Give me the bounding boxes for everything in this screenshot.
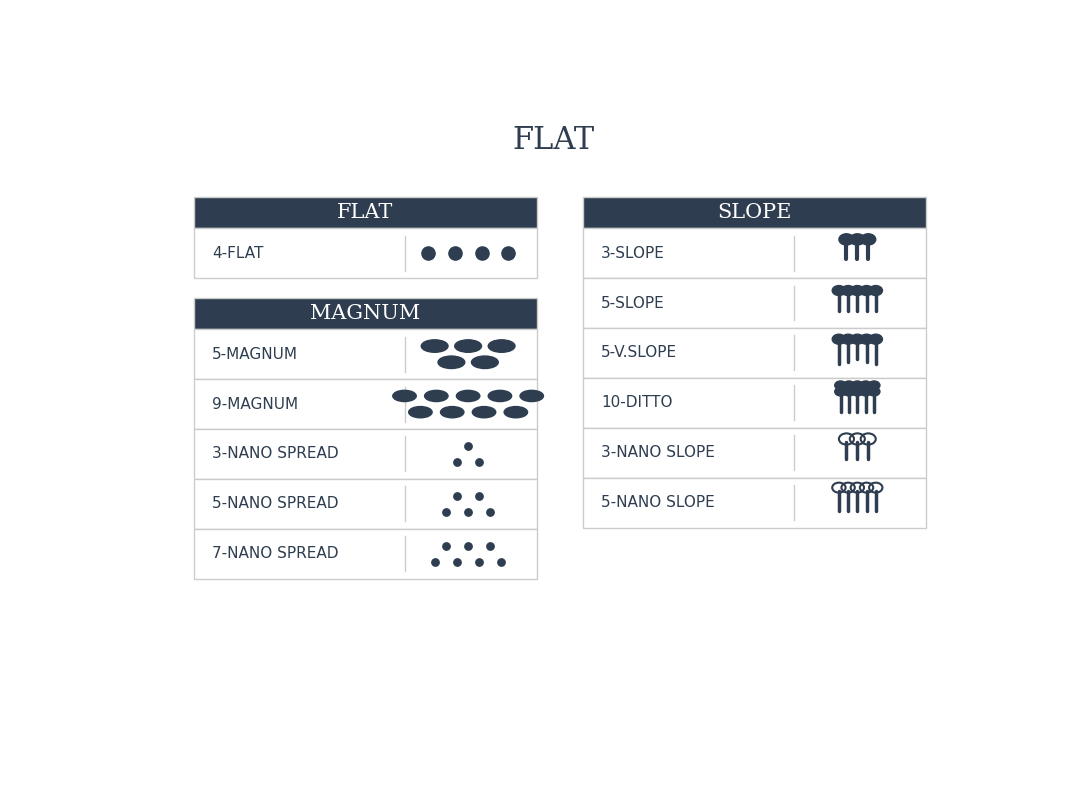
Point — [471, 455, 488, 468]
FancyBboxPatch shape — [193, 429, 537, 479]
Ellipse shape — [455, 340, 482, 352]
Circle shape — [868, 387, 880, 396]
Ellipse shape — [408, 407, 432, 418]
Text: 5-V.SLOPE: 5-V.SLOPE — [602, 345, 677, 360]
FancyBboxPatch shape — [583, 377, 926, 428]
Point — [437, 539, 455, 552]
Circle shape — [851, 381, 863, 390]
Circle shape — [851, 387, 863, 396]
Circle shape — [860, 381, 872, 390]
Circle shape — [841, 286, 855, 296]
Ellipse shape — [393, 390, 416, 402]
Text: 5-SLOPE: 5-SLOPE — [602, 296, 665, 310]
FancyBboxPatch shape — [193, 228, 537, 278]
Text: MAGNUM: MAGNUM — [310, 304, 420, 323]
Circle shape — [860, 387, 872, 396]
Circle shape — [860, 335, 874, 344]
Point — [448, 455, 465, 468]
Point — [482, 505, 499, 518]
Point — [459, 439, 476, 452]
Point — [459, 505, 476, 518]
FancyBboxPatch shape — [583, 428, 926, 478]
FancyBboxPatch shape — [193, 298, 537, 329]
Circle shape — [835, 381, 847, 390]
Ellipse shape — [438, 356, 464, 369]
Ellipse shape — [457, 390, 480, 402]
Point — [448, 556, 465, 569]
Circle shape — [869, 335, 882, 344]
Ellipse shape — [488, 340, 515, 352]
Circle shape — [835, 387, 847, 396]
Text: 5-MAGNUM: 5-MAGNUM — [212, 347, 298, 361]
Text: 4-FLAT: 4-FLAT — [212, 245, 264, 261]
FancyBboxPatch shape — [193, 479, 537, 529]
Text: 10-DITTO: 10-DITTO — [602, 395, 673, 411]
FancyBboxPatch shape — [193, 379, 537, 429]
Text: 9-MAGNUM: 9-MAGNUM — [212, 397, 298, 411]
Circle shape — [861, 234, 876, 245]
FancyBboxPatch shape — [583, 328, 926, 377]
Circle shape — [833, 286, 846, 296]
Point — [419, 247, 436, 260]
Ellipse shape — [504, 407, 527, 418]
Point — [471, 556, 488, 569]
FancyBboxPatch shape — [583, 197, 926, 228]
Circle shape — [841, 335, 855, 344]
Circle shape — [860, 286, 874, 296]
Ellipse shape — [472, 407, 496, 418]
Ellipse shape — [421, 340, 448, 352]
Circle shape — [851, 286, 864, 296]
FancyBboxPatch shape — [583, 478, 926, 527]
Point — [492, 556, 510, 569]
FancyBboxPatch shape — [583, 228, 926, 278]
Ellipse shape — [424, 390, 448, 402]
Point — [427, 556, 444, 569]
Point — [446, 247, 463, 260]
Point — [459, 539, 476, 552]
FancyBboxPatch shape — [193, 197, 537, 228]
Ellipse shape — [488, 390, 512, 402]
Circle shape — [868, 381, 880, 390]
Point — [437, 505, 455, 518]
Text: 3-SLOPE: 3-SLOPE — [602, 245, 665, 261]
Point — [473, 247, 490, 260]
Text: FLAT: FLAT — [512, 126, 595, 156]
Text: 5-NANO SPREAD: 5-NANO SPREAD — [212, 497, 338, 511]
Circle shape — [833, 335, 846, 344]
Ellipse shape — [441, 407, 464, 418]
Circle shape — [851, 335, 864, 344]
Point — [448, 489, 465, 502]
Text: 3-NANO SPREAD: 3-NANO SPREAD — [212, 446, 339, 462]
Circle shape — [869, 286, 882, 296]
Circle shape — [843, 387, 855, 396]
Ellipse shape — [472, 356, 498, 369]
Point — [471, 489, 488, 502]
Text: 3-NANO SLOPE: 3-NANO SLOPE — [602, 446, 715, 460]
FancyBboxPatch shape — [583, 278, 926, 328]
Text: FLAT: FLAT — [337, 203, 393, 222]
Text: 5-NANO SLOPE: 5-NANO SLOPE — [602, 495, 715, 510]
FancyBboxPatch shape — [193, 529, 537, 578]
Point — [482, 539, 499, 552]
Text: 7-NANO SPREAD: 7-NANO SPREAD — [212, 546, 338, 561]
Text: SLOPE: SLOPE — [717, 203, 792, 222]
FancyBboxPatch shape — [193, 329, 537, 379]
Circle shape — [843, 381, 855, 390]
Circle shape — [850, 234, 865, 245]
Ellipse shape — [521, 390, 543, 402]
Circle shape — [839, 234, 854, 245]
Point — [500, 247, 517, 260]
